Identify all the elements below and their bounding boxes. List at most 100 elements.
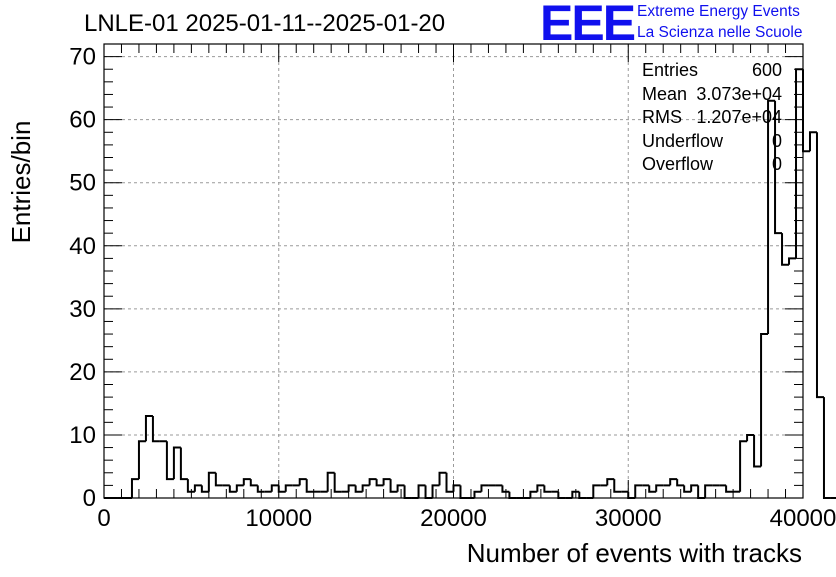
histogram-bin	[193, 484, 202, 492]
histogram-bin	[627, 491, 636, 499]
stat-key: RMS	[642, 107, 682, 127]
histogram-bin	[235, 484, 244, 492]
x-tick-label: 20000	[420, 505, 487, 532]
grid-lines	[104, 44, 803, 498]
histogram-bin	[557, 491, 566, 499]
histogram-bin	[613, 479, 622, 493]
stat-key: Mean	[642, 83, 688, 104]
histogram-bin	[683, 485, 692, 493]
stat-key: Entries	[642, 60, 699, 80]
histogram-bin	[606, 478, 615, 486]
stat-row-mean: Mean 3.073e+04	[642, 84, 782, 108]
histogram-bin	[822, 397, 831, 499]
histogram-bin	[788, 257, 797, 265]
histogram-bin	[781, 233, 790, 266]
stat-key: Overflow	[642, 154, 714, 174]
histogram-bin	[396, 484, 405, 492]
histogram-bin	[529, 490, 538, 498]
histogram-bin	[172, 446, 181, 480]
histogram-bin	[130, 478, 139, 498]
histogram-bin	[669, 478, 678, 486]
y-tick-labels: 0 10 20 30 40 50 60 70	[69, 44, 96, 512]
histogram-bin	[207, 471, 216, 492]
histogram-bin	[228, 485, 237, 493]
histogram-bin	[753, 434, 762, 468]
histogram-bin	[305, 479, 314, 493]
x-tick-label: 30000	[595, 505, 662, 532]
histogram-bin	[543, 485, 552, 493]
y-axis-label: Entries/bin	[6, 121, 36, 244]
histogram-bin	[403, 485, 412, 499]
histogram-bin	[795, 68, 803, 259]
histogram-bin	[536, 484, 545, 492]
histogram-bin	[368, 478, 377, 486]
histogram-bin	[676, 479, 685, 487]
logo-line-2: La Scienza nelle Scuole	[637, 24, 803, 41]
stat-row-overflow: Overflow 0	[642, 154, 782, 178]
histogram-bin	[186, 479, 195, 493]
histogram-bin	[445, 472, 454, 493]
histogram-bin	[592, 484, 601, 498]
histogram-bin	[431, 484, 440, 498]
histogram-bin	[808, 131, 817, 152]
histogram-bin	[815, 132, 824, 399]
stat-value: 0	[771, 130, 782, 151]
y-tick-label: 70	[69, 44, 96, 71]
plot-frame	[103, 43, 804, 499]
x-tick-label: 10000	[245, 505, 312, 532]
histogram-bin	[578, 491, 587, 499]
histogram-bin	[137, 440, 146, 480]
stat-value: 3.073e+04	[696, 83, 782, 104]
histogram-bin	[298, 478, 307, 486]
histogram-bin	[165, 441, 174, 481]
histogram-bin	[760, 333, 769, 467]
histogram-bin	[452, 484, 461, 492]
histogram-bin	[214, 472, 223, 487]
histogram-bin	[424, 485, 433, 499]
stat-row-rms: RMS 1.207e+04	[642, 107, 782, 131]
histogram-bin	[382, 478, 391, 486]
histogram-bin	[802, 69, 810, 153]
histogram-bin	[655, 484, 664, 492]
x-axis-label: Number of events with tracks	[467, 538, 802, 568]
y-tick-label: 50	[69, 170, 96, 197]
histogram-bin	[746, 433, 755, 442]
histogram-bin	[256, 485, 265, 493]
y-tick-label: 30	[69, 296, 96, 323]
histogram-bin	[277, 485, 286, 493]
histogram-bin	[459, 485, 468, 499]
stat-value: 0	[771, 154, 782, 174]
y-tick-label: 10	[69, 422, 96, 449]
histogram-bin	[480, 484, 489, 492]
histogram-bin	[144, 415, 153, 442]
histogram-bin	[361, 484, 370, 492]
histogram-bin	[249, 479, 258, 487]
histogram-bin	[389, 479, 398, 493]
histogram-bin	[501, 485, 510, 493]
histogram-bin	[690, 484, 699, 492]
y-tick-label: 60	[69, 107, 96, 134]
eee-logo-mark: EEE	[540, 0, 636, 51]
logo-line-1: Extreme Energy Events	[637, 3, 800, 20]
page-title: LNLE-01 2025-01-11--2025-01-20	[84, 10, 446, 37]
histogram-bin	[648, 485, 657, 493]
histogram-bin	[151, 416, 160, 443]
stat-row-underflow: Underflow 0	[642, 131, 782, 155]
histogram-bin	[200, 485, 209, 493]
y-tick-label: 40	[69, 233, 96, 260]
histogram-bin	[473, 490, 482, 498]
stat-key: Underflow	[642, 130, 724, 151]
histogram-bin	[634, 484, 643, 498]
y-tick-label: 20	[69, 359, 96, 386]
histogram-bin	[697, 485, 706, 499]
x-tick-label: 0	[97, 505, 110, 532]
histogram-bin	[375, 479, 384, 487]
histogram-bin	[571, 490, 580, 498]
stat-value: 1.207e+04	[696, 107, 782, 127]
stats-box: Entries 600 Mean 3.073e+04 RMS 1.207e+04…	[642, 60, 782, 178]
histogram-bin	[270, 484, 279, 492]
histogram-bin	[417, 484, 426, 498]
y-tick-label: 0	[83, 485, 96, 512]
histogram-bin	[242, 478, 251, 486]
